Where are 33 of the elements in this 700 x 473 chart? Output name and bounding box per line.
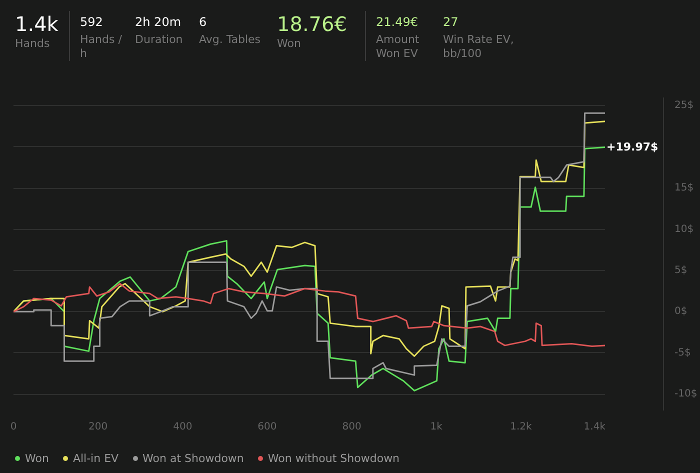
annotation: +19.97$ (606, 140, 658, 154)
text: Win Rate EV, bb/100 (443, 33, 515, 61)
y-tick-label: -5$ (674, 347, 691, 358)
y-tick-label: 0$ (674, 306, 688, 318)
x-tick-label: 1.2k (510, 422, 532, 432)
text: 2h 20m (135, 14, 182, 31)
text: 1.4k (15, 11, 60, 37)
x-tick-label: 400 (173, 422, 192, 432)
text: 592 (80, 14, 104, 31)
y-tick-label: 25$ (674, 100, 694, 112)
legend-label: Won at Showdown (142, 452, 244, 465)
text: 21.49€ (376, 14, 419, 31)
text: 18.76€ (277, 11, 348, 37)
x-tick-label: 1k (430, 422, 443, 432)
text: Duration (135, 33, 184, 47)
legend-label: Won (24, 452, 49, 465)
text: 27 (443, 14, 460, 31)
x-tick-label: 600 (258, 422, 277, 432)
text: Amount Won EV (376, 33, 420, 61)
text: Avg. Tables (199, 33, 262, 47)
y-tick-label: 10$ (674, 224, 694, 235)
y-tick-label: 5$ (674, 264, 688, 276)
text: Won (277, 37, 302, 51)
y-tick-label: 15$ (674, 182, 694, 194)
text: Hands / h (80, 33, 123, 61)
y-tick-label: -10$ (674, 388, 698, 400)
x-tick-label: 200 (88, 422, 108, 432)
text: 6 (199, 14, 208, 31)
x-tick-label: 0 (10, 422, 17, 432)
legend-label: Won without Showdown (266, 452, 400, 465)
legend-label: All-in EV (72, 452, 119, 465)
text: Hands (15, 37, 51, 51)
x-tick-label: 800 (342, 422, 362, 432)
